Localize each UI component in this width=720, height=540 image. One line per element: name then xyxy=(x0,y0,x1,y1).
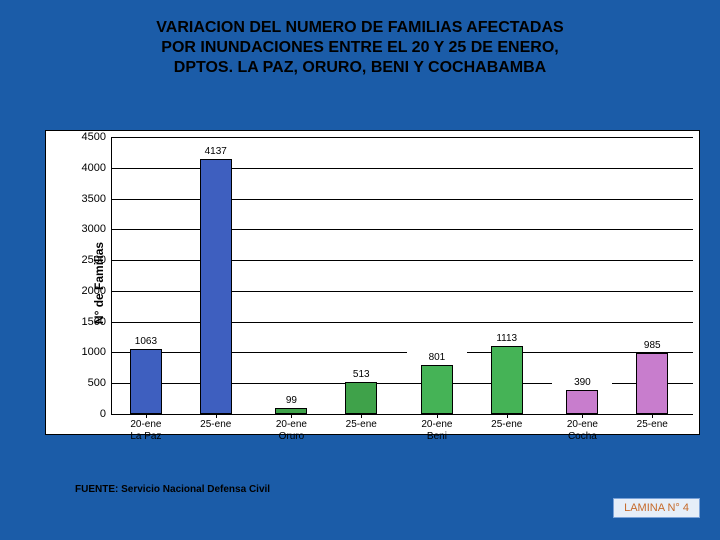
bar xyxy=(636,353,668,414)
x-category-label: 25-ene xyxy=(200,419,231,430)
title-line-2: POR INUNDACIONES ENTRE EL 20 Y 25 DE ENE… xyxy=(161,39,558,56)
y-tick-label: 500 xyxy=(66,377,106,389)
x-tick xyxy=(582,414,583,418)
grid-line xyxy=(111,137,693,138)
grid-line xyxy=(111,291,693,292)
x-category-label: 20-ene xyxy=(276,419,307,430)
bar-value-label: 801 xyxy=(407,352,467,363)
bar-value-label: 1063 xyxy=(116,336,176,347)
grid-line xyxy=(111,229,693,230)
bar xyxy=(345,382,377,414)
x-group-label: Oruro xyxy=(279,431,305,442)
lamina-badge: LAMINA N° 4 xyxy=(613,498,700,518)
grid-line xyxy=(111,260,693,261)
y-axis xyxy=(111,137,112,414)
x-category-label: 25-ene xyxy=(637,419,668,430)
x-group-label: Beni xyxy=(427,431,447,442)
y-tick-label: 3000 xyxy=(66,223,106,235)
x-category-label: 25-ene xyxy=(346,419,377,430)
grid-line xyxy=(111,199,693,200)
source-text: FUENTE: Servicio Nacional Defensa Civil xyxy=(75,484,270,495)
bar-value-label: 99 xyxy=(261,395,321,406)
x-group-label: Cocha xyxy=(568,431,597,442)
bar xyxy=(566,390,598,414)
bar xyxy=(130,349,162,414)
chart-container: N° de Familias 0500100015002000250030003… xyxy=(45,130,700,435)
x-tick xyxy=(291,414,292,418)
bar-value-label: 985 xyxy=(622,340,682,351)
bar xyxy=(421,365,453,414)
bar-value-label: 1113 xyxy=(477,333,537,344)
bar-value-label: 390 xyxy=(552,377,612,388)
title-line-3: DPTOS. LA PAZ, ORURO, BENI Y COCHABAMBA xyxy=(174,59,546,76)
x-category-label: 25-ene xyxy=(491,419,522,430)
y-tick-label: 4500 xyxy=(66,131,106,143)
y-tick-label: 4000 xyxy=(66,162,106,174)
y-tick-label: 2500 xyxy=(66,254,106,266)
bar xyxy=(491,346,523,415)
title-line-1: VARIACION DEL NUMERO DE FAMILIAS AFECTAD… xyxy=(156,19,563,36)
x-tick xyxy=(146,414,147,418)
y-tick-label: 0 xyxy=(66,408,106,420)
y-tick-label: 1500 xyxy=(66,316,106,328)
x-tick xyxy=(216,414,217,418)
x-tick xyxy=(361,414,362,418)
bar-value-label: 513 xyxy=(331,369,391,380)
x-tick xyxy=(652,414,653,418)
x-category-label: 20-ene xyxy=(567,419,598,430)
bar-value-label: 4137 xyxy=(186,146,246,157)
x-tick xyxy=(507,414,508,418)
grid-line xyxy=(111,352,693,353)
grid-line xyxy=(111,414,693,415)
y-tick-label: 3500 xyxy=(66,193,106,205)
x-category-label: 20-ene xyxy=(421,419,452,430)
x-group-label: La Paz xyxy=(130,431,161,442)
grid-line xyxy=(111,168,693,169)
x-category-label: 20-ene xyxy=(130,419,161,430)
bar xyxy=(200,159,232,414)
y-tick-label: 1000 xyxy=(66,346,106,358)
y-tick-label: 2000 xyxy=(66,285,106,297)
x-tick xyxy=(437,414,438,418)
grid-line xyxy=(111,322,693,323)
plot-area: 0500100015002000250030003500400045001063… xyxy=(111,137,693,414)
